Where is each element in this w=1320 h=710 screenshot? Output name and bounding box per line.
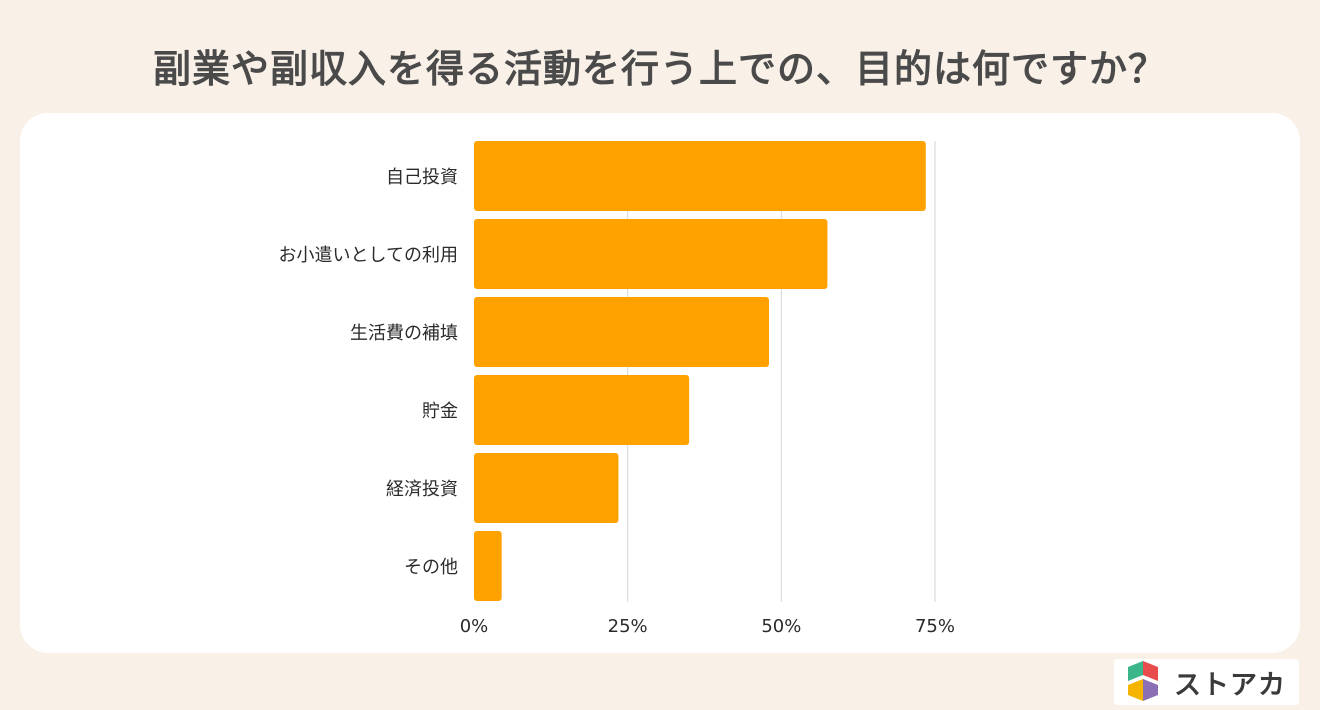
category-label-0: 自己投資 (386, 167, 458, 188)
x-tick-label-1: 25% (608, 616, 648, 637)
x-tick-label-0: 0% (460, 616, 489, 637)
category-label-5: その他 (404, 557, 458, 578)
category-label-1: お小遣いとしての利用 (279, 245, 458, 266)
x-tick-label-2: 50% (761, 616, 801, 637)
category-label-3: 貯金 (422, 401, 458, 422)
bar-3 (474, 375, 690, 445)
brand-logo: ストアカ (1114, 659, 1299, 705)
logo-mark-icon (1128, 661, 1158, 701)
bar-1 (474, 219, 828, 289)
chart-title: 副業や副収入を得る活動を行う上での、目的は何ですか？ (152, 47, 1167, 91)
bar-5 (474, 531, 502, 601)
bar-0 (474, 141, 926, 211)
bar-4 (474, 453, 619, 523)
bar-2 (474, 297, 770, 367)
brand-name: ストアカ (1174, 669, 1286, 701)
category-label-2: 生活費の補填 (350, 323, 458, 344)
x-tick-label-3: 75% (915, 616, 955, 637)
category-label-4: 経済投資 (386, 479, 458, 500)
